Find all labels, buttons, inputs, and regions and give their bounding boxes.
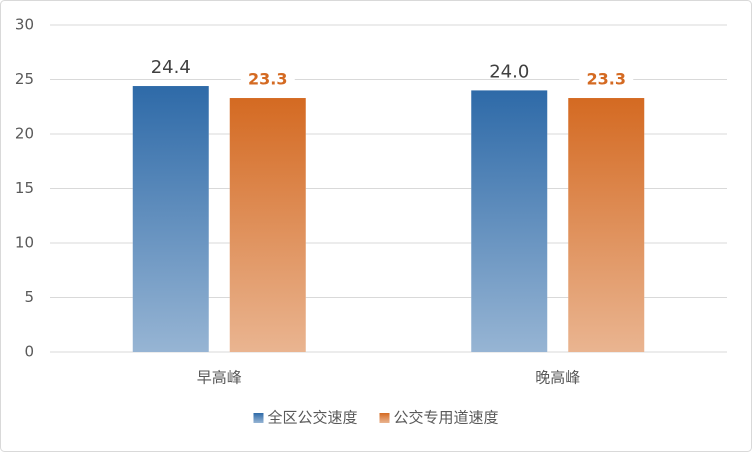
bar bbox=[568, 98, 645, 352]
data-label: 24.4 bbox=[151, 57, 191, 78]
legend-swatch bbox=[379, 413, 390, 423]
x-tick-label: 早高峰 bbox=[197, 369, 242, 387]
data-label-bg bbox=[240, 69, 295, 92]
y-tick-label: 5 bbox=[24, 288, 34, 306]
data-label: 24.0 bbox=[489, 61, 529, 82]
x-tick-label: 晚高峰 bbox=[535, 369, 580, 387]
data-label: 23.3 bbox=[248, 70, 287, 89]
y-tick-label: 10 bbox=[15, 234, 34, 252]
legend-item: 全区公交速度 bbox=[253, 409, 358, 427]
bar bbox=[229, 98, 306, 352]
y-tick-label: 30 bbox=[15, 16, 34, 34]
legend-label: 公交专用道速度 bbox=[394, 409, 499, 427]
legend-label: 全区公交速度 bbox=[267, 409, 357, 427]
y-tick-label: 20 bbox=[15, 125, 34, 143]
data-label-bg bbox=[579, 69, 634, 92]
bar bbox=[132, 86, 209, 352]
y-tick-label: 0 bbox=[24, 343, 34, 361]
bar bbox=[471, 90, 548, 353]
y-tick-label: 15 bbox=[15, 179, 34, 197]
legend-item: 公交专用道速度 bbox=[379, 409, 499, 427]
legend-swatch bbox=[253, 413, 264, 423]
y-tick-label: 25 bbox=[15, 70, 34, 88]
data-label: 23.3 bbox=[587, 70, 626, 89]
